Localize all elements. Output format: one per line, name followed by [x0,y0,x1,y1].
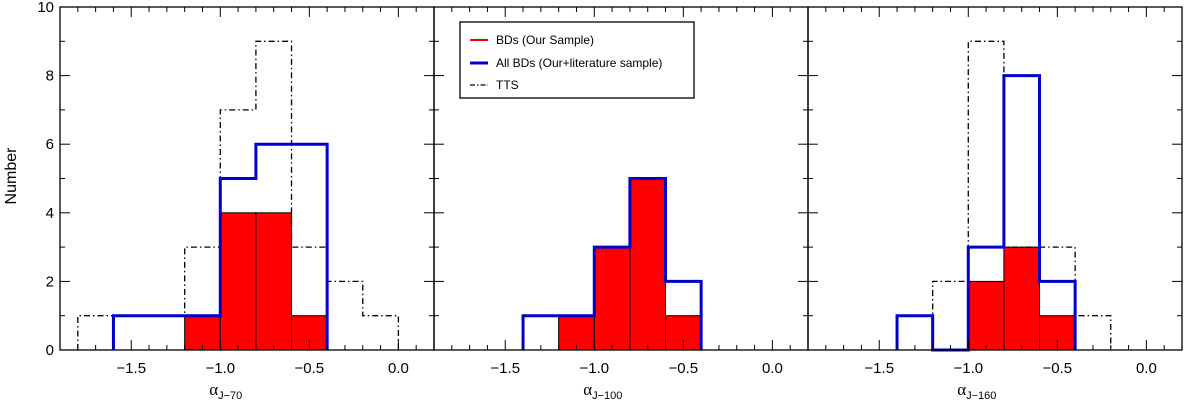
y-tick-label: 6 [46,136,54,153]
y-tick-label: 4 [46,205,54,222]
panel-1: −1.5 −1.0 −0.5 0.0 αJ−70 0 2 4 6 8 10 [37,0,435,402]
x-axis-title-subscript: J−100 [592,390,622,402]
bds-our-sample-bar [558,315,595,351]
legend-label-all-bds: All BDs (Our+literature sample) [496,56,662,70]
x-tick-label: 0.0 [762,360,783,377]
bds-our-sample-bar [184,315,221,351]
x-tick-label: −1.0 [953,360,983,377]
x-tick-label: −0.5 [295,360,325,377]
legend-box [459,21,695,99]
x-axis-title-subscript: J−70 [218,390,242,402]
y-tick-label: 2 [46,273,54,290]
x-tick-label: 0.0 [388,360,409,377]
x-tick-label: −1.0 [205,360,235,377]
legend-label-tts: TTS [496,78,519,92]
all-bds-histogram [895,74,1077,352]
x-axis-title: αJ−100 [583,380,622,402]
bds-our-sample-bar [967,280,1005,351]
panel-3: −1.5 −1.0 −0.5 0.0 αJ−160 [807,6,1183,402]
x-tick-label: −1.5 [116,360,146,377]
legend-label-bds-our-sample: BDs (Our Sample) [496,33,594,47]
all-bds-histogram [111,142,329,350]
x-tick-label: −0.5 [1043,360,1073,377]
x-axis-title-subscript: J−160 [966,390,996,402]
x-axis-title: αJ−160 [957,380,996,402]
bds-our-sample-bar [219,212,257,351]
panel-2: −1.5 −1.0 −0.5 0.0 αJ−100 [433,6,809,402]
panels-layer: −1.5 −1.0 −0.5 0.0 αJ−70 0 2 4 6 8 10 −1.5 −1.0 −0.5 0… [37,0,1183,402]
bds-our-sample-bar [593,246,631,351]
all-bds-histogram [521,177,703,350]
x-tick-label: −1.5 [490,360,520,377]
x-tick-label: −1.5 [864,360,894,377]
y-tick-label: 10 [37,0,54,16]
y-tick-label: 0 [46,342,54,359]
y-axis-title: Number [3,147,20,205]
x-axis-title: αJ−70 [209,380,242,402]
legend: BDs (Our Sample) All BDs (Our+literature… [459,21,695,99]
x-tick-label: −1.0 [579,360,609,377]
x-tick-label: −0.5 [669,360,699,377]
y-tick-label: 8 [46,68,54,85]
x-tick-label: 0.0 [1136,360,1157,377]
bds-our-sample-bar [1003,246,1041,351]
bds-our-sample-bar [255,212,293,351]
bds-our-sample-bar [629,178,667,351]
